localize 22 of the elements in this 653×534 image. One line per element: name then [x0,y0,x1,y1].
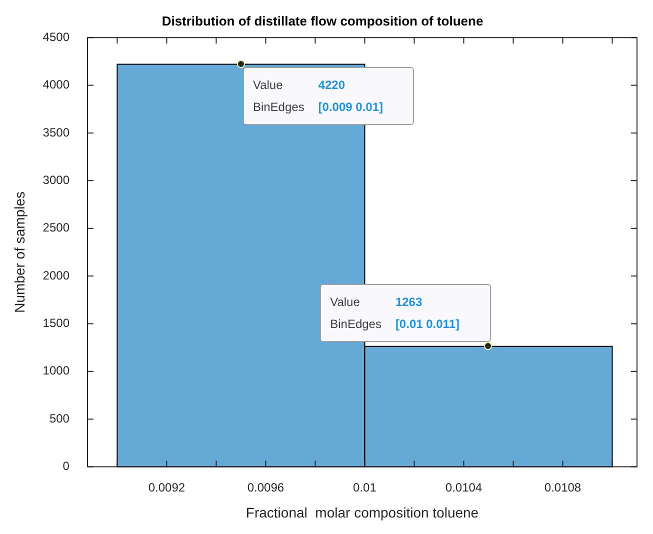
y-tick-label: 4500 [42,30,70,44]
x-tick-label: 0.0092 [148,480,186,494]
y-tick-label: 1500 [42,316,70,330]
x-tick-label: 0.0096 [247,480,284,494]
y-tick-label: 500 [49,411,70,426]
x-tick-label: 0.0104 [445,480,482,494]
y-tick-label: 1000 [42,364,70,378]
x-axis-title: Fractional molar composition toluene [246,504,479,520]
y-tick-label: 2500 [42,220,70,235]
x-tick-label: 0.0108 [544,480,582,494]
callout-box: Value 4220 BinEdges [0.009 0.01] [242,67,414,126]
y-axis-title: Number of samples [11,192,28,313]
callout-box: Value 1263 BinEdges [0.01 0.011] [320,284,490,342]
x-tick-label: 0.01 [353,480,377,494]
y-tick-label: 0 [62,459,70,474]
y-tick-label: 3000 [42,172,70,187]
y-tick-label: 3500 [42,125,70,140]
annotation: BinEdges [0.01 0.011] [330,316,460,334]
y-tick-label: 4000 [42,78,70,92]
annotation: BinEdges [0.009 0.01] [252,99,384,116]
chart-title: Distribution of distillate flow composition of toluene [162,13,484,28]
y-tick-label: 2000 [42,268,70,282]
